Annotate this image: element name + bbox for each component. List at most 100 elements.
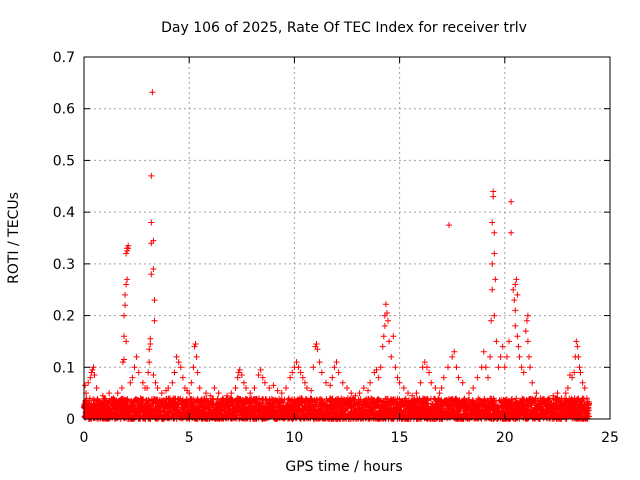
- data-point: [119, 359, 126, 366]
- data-point: [145, 369, 152, 376]
- data-point: [295, 364, 302, 371]
- data-point: [508, 229, 515, 236]
- data-point: [580, 395, 587, 402]
- data-point: [335, 369, 342, 376]
- data-point: [574, 343, 581, 350]
- data-point: [232, 385, 239, 391]
- data-point: [541, 397, 548, 404]
- data-point: [283, 385, 289, 391]
- data-point: [520, 369, 527, 376]
- data-point: [148, 271, 155, 278]
- data-point: [491, 312, 498, 319]
- data-point: [150, 237, 157, 244]
- y-tick-label: 0.5: [53, 153, 75, 169]
- data-point: [576, 364, 583, 371]
- data-point: [211, 385, 218, 391]
- data-point: [453, 364, 460, 371]
- x-tick-label: 20: [496, 430, 514, 446]
- data-point: [147, 335, 154, 342]
- data-point: [438, 385, 445, 391]
- data-point: [127, 379, 134, 386]
- data-point: [280, 399, 287, 406]
- data-point: [85, 379, 92, 386]
- data-point: [125, 245, 132, 252]
- data-point: [122, 291, 128, 298]
- data-point: [585, 407, 592, 414]
- data-point: [323, 379, 329, 386]
- data-point: [508, 198, 515, 205]
- y-tick-label: 0.3: [53, 257, 75, 273]
- data-point: [188, 379, 195, 386]
- data-point: [259, 374, 266, 381]
- data-point: [240, 379, 247, 386]
- data-point: [124, 247, 131, 254]
- data-point: [247, 390, 254, 397]
- data-point: [243, 385, 249, 391]
- data-point: [297, 369, 304, 376]
- data-point: [501, 364, 508, 371]
- data-point: [313, 341, 320, 347]
- data-point: [207, 392, 214, 399]
- data-point: [175, 404, 182, 411]
- data-point: [293, 359, 300, 366]
- data-point: [193, 353, 200, 360]
- data-point: [524, 312, 531, 319]
- data-point: [131, 364, 138, 371]
- data-point: [446, 222, 452, 229]
- data-point: [554, 390, 561, 397]
- data-point: [219, 395, 226, 402]
- data-point: [523, 317, 530, 324]
- data-point: [524, 338, 531, 345]
- data-point: [124, 276, 131, 283]
- data-point: [196, 385, 203, 391]
- data-point: [455, 374, 462, 381]
- data-point: [274, 387, 281, 394]
- data-point: [146, 346, 153, 353]
- data-point: [106, 390, 113, 397]
- data-point: [546, 395, 552, 402]
- data-point: [493, 338, 500, 345]
- data-point: [489, 260, 496, 267]
- data-point: [190, 364, 197, 371]
- data-point: [527, 364, 533, 371]
- data-point: [512, 322, 519, 329]
- data-point: [409, 392, 416, 399]
- data-point: [413, 390, 420, 397]
- data-point: [331, 364, 338, 371]
- data-point: [394, 374, 401, 381]
- x-tick-label: 0: [80, 430, 89, 446]
- data-point: [490, 188, 497, 195]
- data-point: [314, 346, 321, 353]
- data-point: [562, 390, 569, 397]
- data-point: [376, 397, 383, 404]
- data-point: [316, 359, 323, 366]
- data-point: [466, 390, 472, 397]
- data-point: [123, 338, 130, 345]
- data-point: [379, 343, 386, 350]
- data-point: [90, 364, 97, 371]
- y-tick-label: 0.1: [53, 360, 75, 376]
- data-point: [255, 372, 262, 378]
- x-tick-label: 15: [391, 430, 409, 446]
- data-point: [558, 395, 565, 402]
- data-point: [114, 390, 121, 397]
- y-tick-label: 0.4: [53, 205, 75, 221]
- data-point: [171, 369, 178, 376]
- data-point: [417, 379, 424, 386]
- data-point: [577, 369, 584, 376]
- data-point: [512, 281, 519, 288]
- tick-labels: 0 5 10 15 20 25 0 0.1 0.2 0.3 0.4 0.5 0.6 0.7: [53, 50, 619, 446]
- data-point: [474, 374, 481, 381]
- data-point: [373, 366, 380, 373]
- data-point: [510, 286, 517, 293]
- data-point: [424, 364, 430, 371]
- data-point: [329, 374, 336, 381]
- data-point: [278, 390, 285, 397]
- data-point: [158, 390, 165, 397]
- data-point: [514, 333, 521, 340]
- data-point: [301, 379, 308, 386]
- data-point: [151, 317, 158, 324]
- data-point: [586, 400, 592, 407]
- data-point: [526, 353, 532, 360]
- data-point: [139, 379, 146, 386]
